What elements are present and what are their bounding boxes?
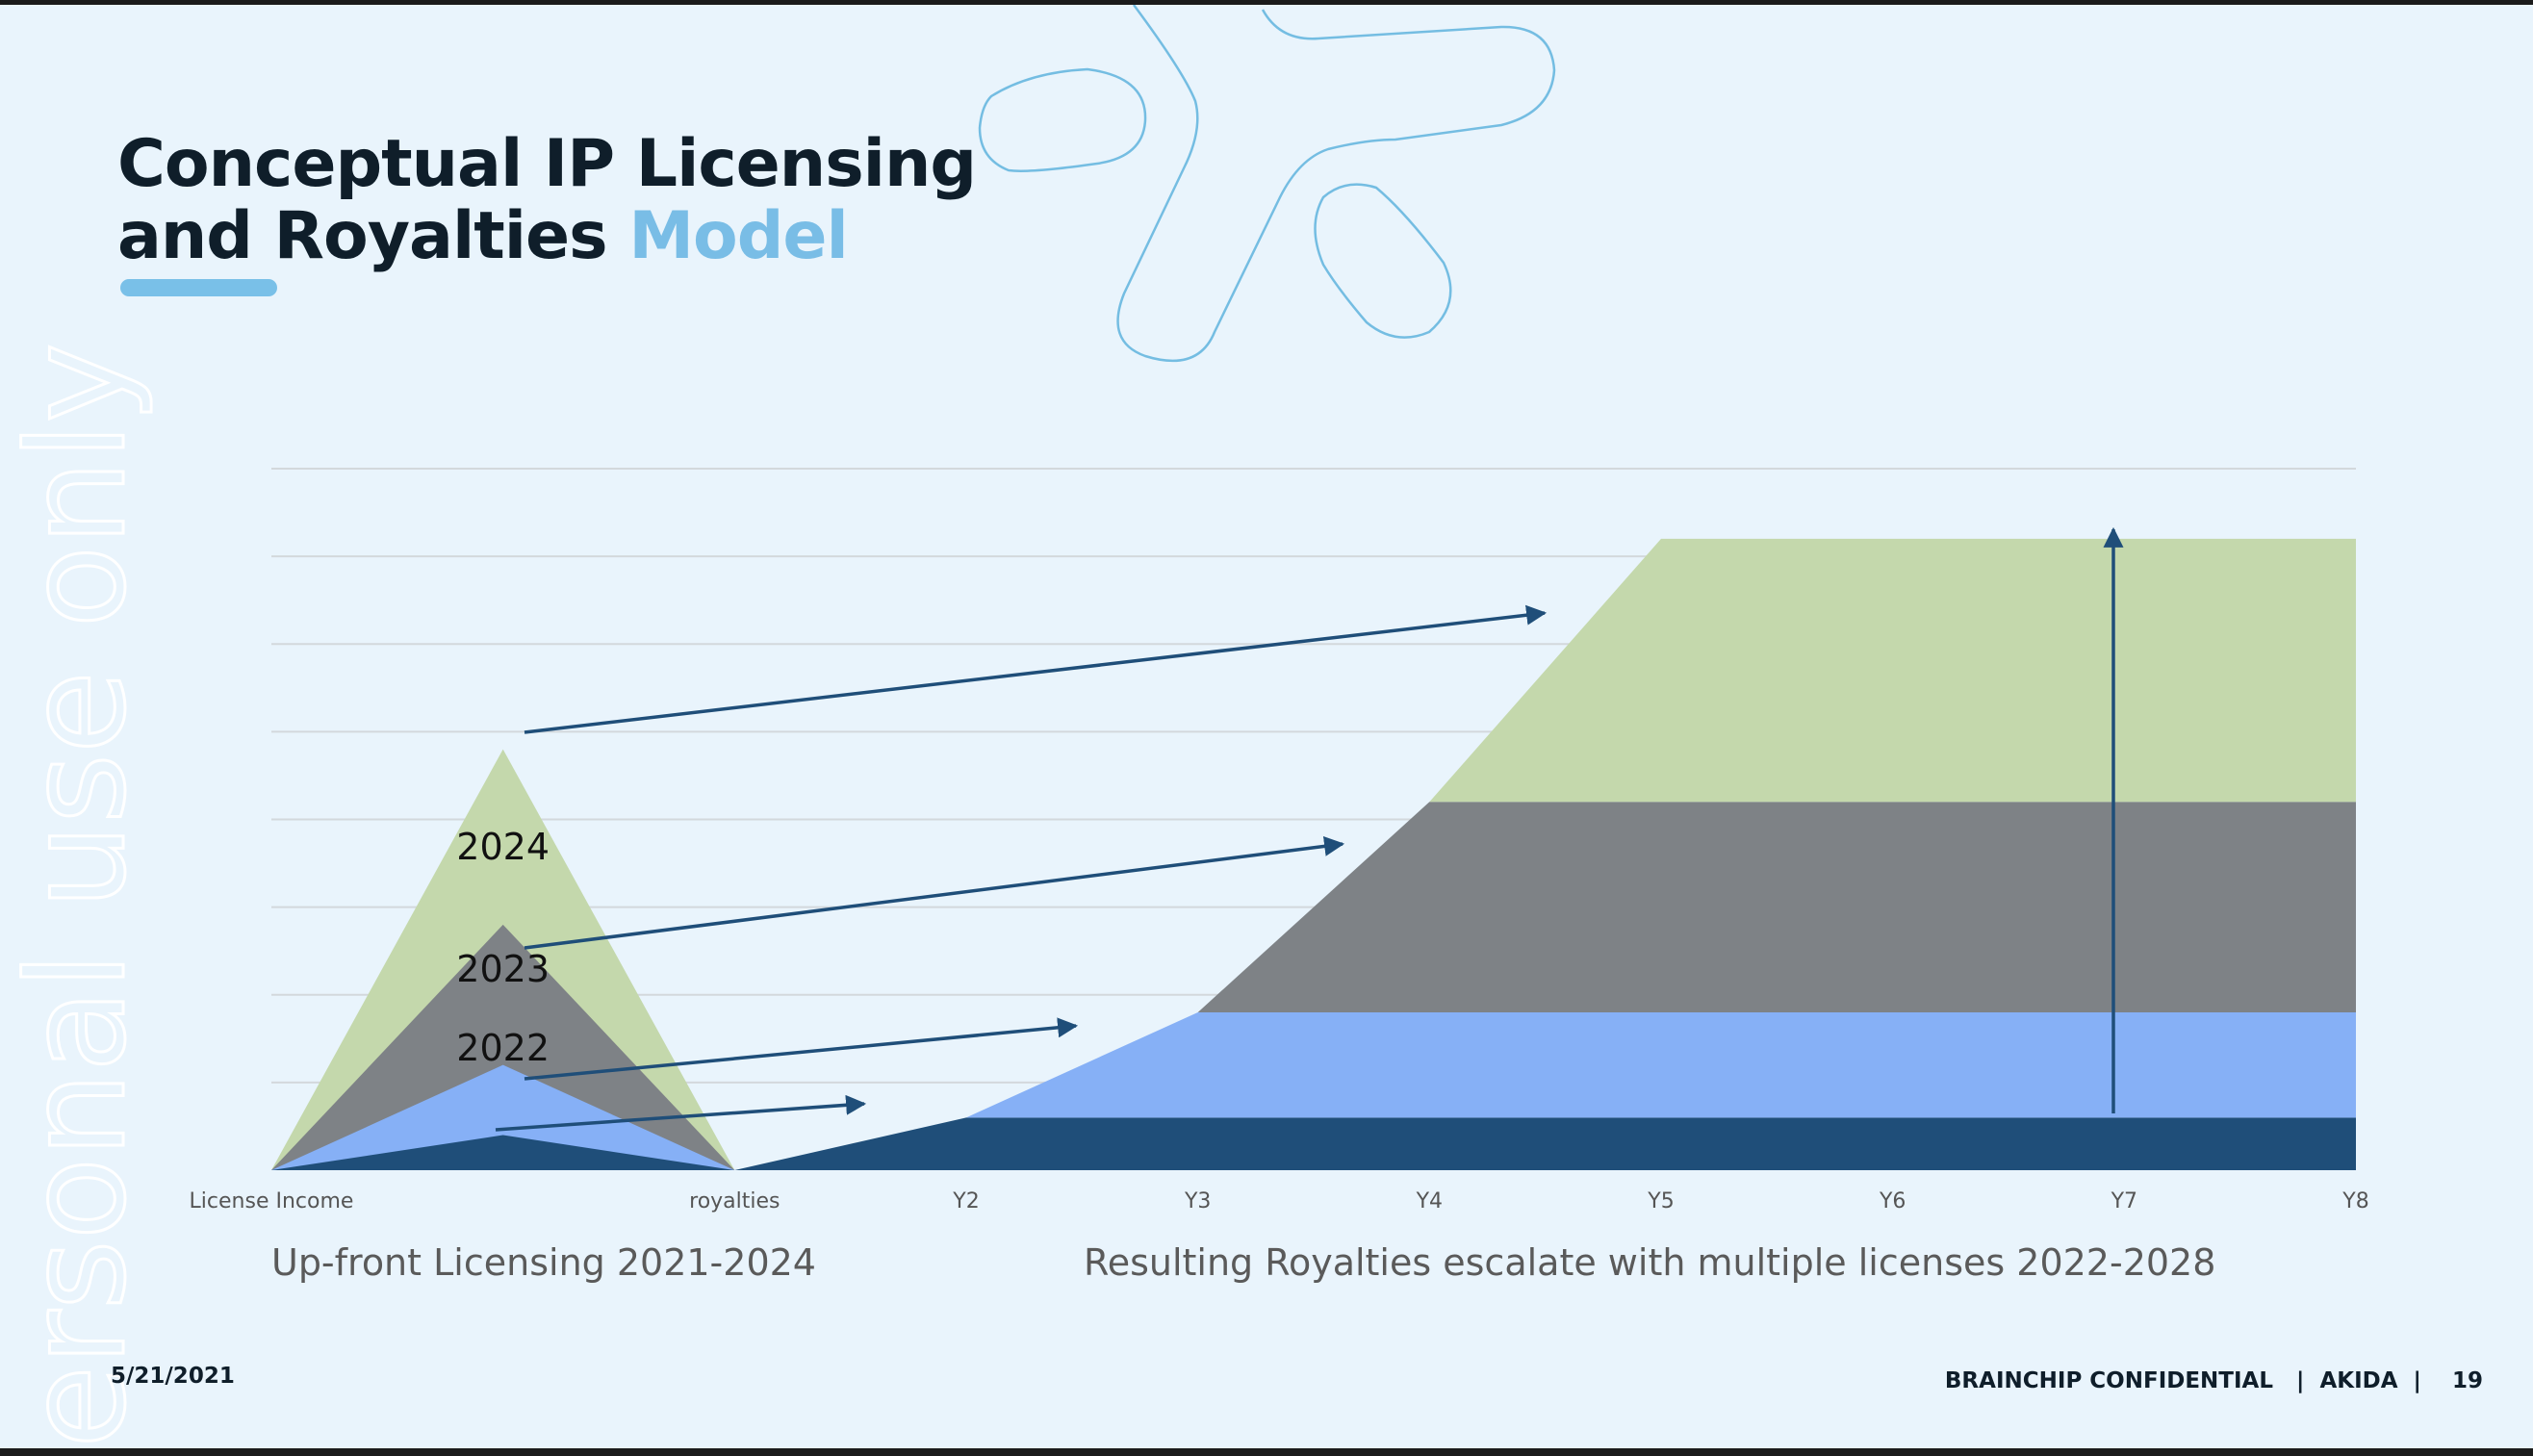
growth-arrow-2 <box>524 1017 1079 1081</box>
royalty-series-2 <box>734 802 2357 1170</box>
royalty-series-3 <box>734 538 2357 1170</box>
license-series-3 <box>271 1135 735 1170</box>
title-accent: Model <box>628 198 848 274</box>
footer-date: 5/21/2021 <box>111 1364 235 1389</box>
x-tick-label: Y8 <box>2341 1189 2368 1213</box>
title-line1: Conceptual IP Licensing <box>117 126 977 202</box>
growth-arrow-0 <box>524 604 1548 734</box>
series-label-2022: 2022 <box>456 1027 550 1069</box>
x-tick-label: Y2 <box>952 1189 979 1213</box>
x-tick-label: Y3 <box>1184 1189 1211 1213</box>
axis-title-left: Up-front Licensing 2021-2024 <box>271 1241 816 1284</box>
x-tick-label: Y6 <box>1879 1189 1906 1213</box>
footer-confidential: BRAINCHIP CONFIDENTIAL <box>1944 1368 2274 1393</box>
axis-title-right: Resulting Royalties escalate with multip… <box>1084 1241 2215 1284</box>
growth-arrow-1 <box>524 835 1345 950</box>
x-tick-label: Y7 <box>2111 1189 2137 1213</box>
x-tick-label: Y4 <box>1416 1189 1443 1213</box>
x-tick-label: Y5 <box>1647 1189 1674 1213</box>
title-line2: and Royalties <box>117 198 608 274</box>
series-label-2024: 2024 <box>456 826 550 868</box>
footer-info: BRAINCHIP CONFIDENTIAL | AKIDA | 19 <box>1944 1368 2483 1393</box>
chart: 2024 2023 2022 License Income royalties Y2 Y3 Y… <box>190 468 2369 1284</box>
footer-page-number: 19 <box>2451 1368 2483 1393</box>
title-underline <box>120 279 277 296</box>
royalty-series-1 <box>734 1011 2357 1170</box>
royalty-series-0 <box>734 1117 2357 1170</box>
footer-product: AKIDA <box>2319 1368 2398 1393</box>
x-tick-label: royalties <box>689 1189 780 1213</box>
page-title: Conceptual IP Licensing and Royalties Mo… <box>117 126 977 274</box>
slide: ersonal use only Conceptual IP Licensing… <box>0 5 2533 1448</box>
decorative-shape-icon <box>978 5 1556 363</box>
growth-arrow-3 <box>495 1094 867 1132</box>
license-series-2023 <box>271 924 735 1170</box>
series-label-2023: 2023 <box>456 948 550 990</box>
x-tick-label: License Income <box>190 1189 354 1213</box>
license-series-2022 <box>271 1064 735 1170</box>
